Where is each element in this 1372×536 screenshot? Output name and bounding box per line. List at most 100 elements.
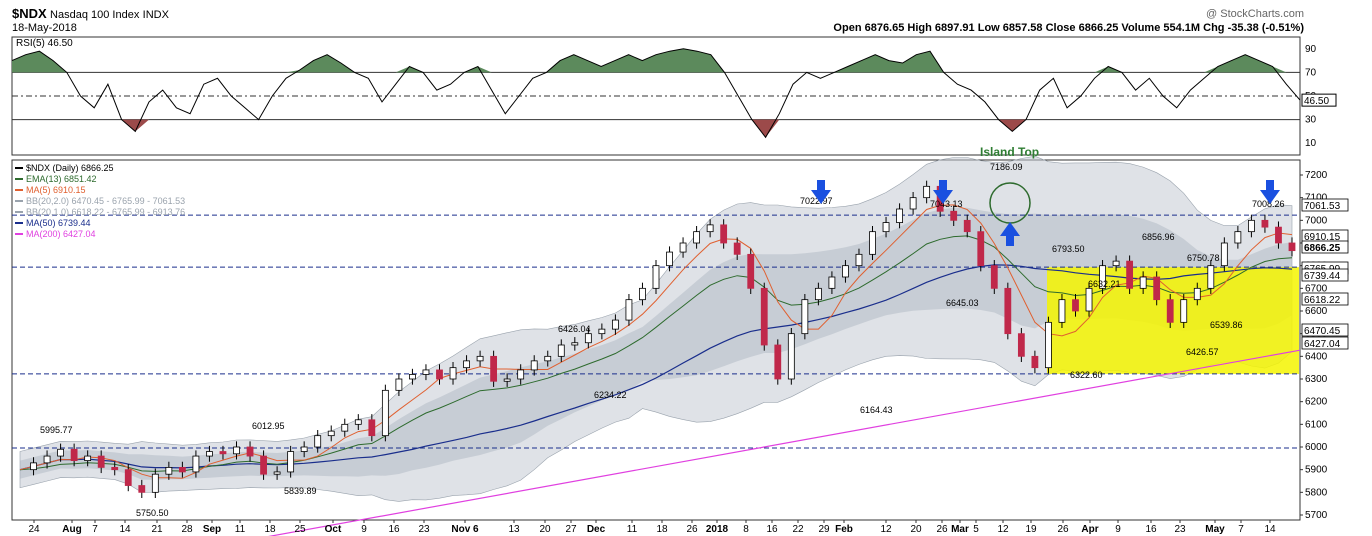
price-annotation: 6750.78 — [1187, 253, 1220, 263]
right-value-tag-text: 7061.53 — [1304, 201, 1341, 212]
price-tick-label: 6200 — [1305, 397, 1328, 408]
candle-body — [828, 276, 836, 289]
candle-body — [57, 448, 64, 457]
x-tick-label: Mar — [951, 524, 969, 535]
ema13-line — [19, 235, 1293, 472]
x-tick-label: 2018 — [706, 524, 729, 535]
x-tick-label: 7 — [1238, 524, 1244, 535]
candle-body — [896, 208, 903, 224]
candle-body — [923, 185, 931, 199]
right-value-tag — [1301, 240, 1349, 254]
x-tick-label: Apr — [1081, 524, 1098, 535]
price-annotation: 6793.50 — [1052, 244, 1085, 254]
x-tick-label: 28 — [181, 524, 193, 535]
price-tick-label: 6600 — [1305, 306, 1328, 317]
right-value-tag-text: 6739.44 — [1304, 271, 1341, 282]
x-tick-label: 11 — [627, 524, 638, 535]
candle-body — [733, 242, 741, 255]
rsi-label: RSI(5) 46.50 — [16, 38, 73, 49]
price-tick-label: 6000 — [1305, 442, 1328, 453]
candle-body — [1126, 260, 1134, 289]
candle-body — [1153, 276, 1161, 301]
price-annotation: 6426.04 — [558, 324, 591, 334]
candle-body — [476, 355, 484, 362]
candle-body — [814, 287, 822, 301]
candle-body — [409, 374, 416, 380]
candle-body — [490, 355, 498, 382]
price-tick-label: 5800 — [1305, 487, 1328, 498]
candle-body — [612, 319, 619, 330]
price-annotation: 7008.26 — [1252, 199, 1285, 209]
right-value-tag-text: 6866.25 — [1304, 243, 1341, 254]
rsi-tick-label: 90 — [1305, 44, 1317, 55]
legend-entry: MA(200) 6427.04 — [26, 229, 96, 239]
price-annotation: 5750.50 — [136, 508, 169, 518]
candle-body — [354, 419, 362, 425]
rsi-value-tag — [1301, 93, 1337, 107]
candle-body — [1072, 299, 1079, 312]
watermark: @ StockCharts.com — [1206, 8, 1304, 20]
x-tick-label: 14 — [1264, 524, 1276, 535]
candle-body — [368, 419, 376, 437]
right-value-tag — [1301, 268, 1349, 282]
legend-entry: BB(20,1.0) 6618.22 - 6765.99 - 6913.76 — [26, 207, 185, 217]
candle-body — [341, 423, 349, 432]
candle-body — [990, 265, 998, 289]
candle-body — [693, 231, 700, 244]
right-value-tag-text: 6427.04 — [1304, 339, 1341, 350]
price-tick-label: 6300 — [1305, 374, 1328, 385]
candle-body — [138, 485, 146, 493]
candle-body — [1004, 287, 1012, 335]
candle-body — [557, 344, 565, 357]
candle-body — [1220, 242, 1228, 267]
candle-body — [219, 451, 227, 455]
x-tick-label: Aug — [62, 524, 81, 535]
x-tick-label: 16 — [1145, 524, 1157, 535]
legend-entry: $NDX (Daily) 6866.25 — [26, 163, 114, 173]
x-tick-label: 9 — [1115, 524, 1121, 535]
island-top-label: Island Top — [980, 145, 1039, 159]
header-name: Nasdaq 100 Index — [50, 9, 140, 21]
candle-body — [584, 333, 592, 344]
candle-body — [530, 360, 538, 371]
candle-body — [192, 455, 200, 473]
x-tick-label: 26 — [1057, 524, 1069, 535]
candle-body — [422, 369, 430, 375]
right-value-tag-text: 6618.22 — [1304, 295, 1341, 306]
x-tick-label: 14 — [119, 524, 131, 535]
candle-body — [1099, 265, 1106, 289]
x-tick-label: 5 — [973, 524, 979, 535]
candle-body — [950, 210, 958, 221]
candle-body — [151, 473, 159, 493]
candle-body — [1017, 333, 1025, 357]
price-annotation: 7186.09 — [990, 162, 1023, 172]
price-annotation: 6645.03 — [946, 298, 979, 308]
candle-body — [246, 446, 254, 457]
candle-body — [1288, 242, 1296, 252]
x-tick-label: 18 — [264, 524, 276, 535]
candle-body — [1085, 287, 1093, 312]
right-value-tag — [1301, 292, 1349, 306]
x-tick-label: 16 — [388, 524, 400, 535]
header-symbol-line: $NDX Nasdaq 100 Index INDX — [12, 6, 169, 21]
candle-body — [666, 251, 673, 267]
x-tick-label: Nov 6 — [451, 524, 479, 535]
rsi-tick-label: 10 — [1305, 138, 1317, 149]
candle-body — [774, 344, 782, 380]
candle-body — [706, 224, 714, 233]
candle-body — [801, 299, 809, 335]
legend-entry: EMA(13) 6851.42 — [26, 174, 97, 184]
price-annotation: 6322.60 — [1070, 370, 1103, 380]
candle-body — [720, 224, 728, 244]
price-annotation: 6164.43 — [860, 405, 893, 415]
candle-body — [882, 222, 890, 233]
x-tick-label: 20 — [910, 524, 922, 535]
x-tick-label: 21 — [151, 524, 163, 535]
candle-body — [625, 299, 633, 321]
price-tick-label: 6400 — [1305, 351, 1328, 362]
candle-body — [787, 333, 795, 380]
x-tick-label: Sep — [203, 524, 221, 535]
price-tick-label: 7100 — [1305, 193, 1328, 204]
header-date: 18-May-2018 — [12, 22, 77, 34]
legend-entry: BB(20,2.0) 6470.45 - 6765.99 - 7061.53 — [26, 196, 185, 206]
